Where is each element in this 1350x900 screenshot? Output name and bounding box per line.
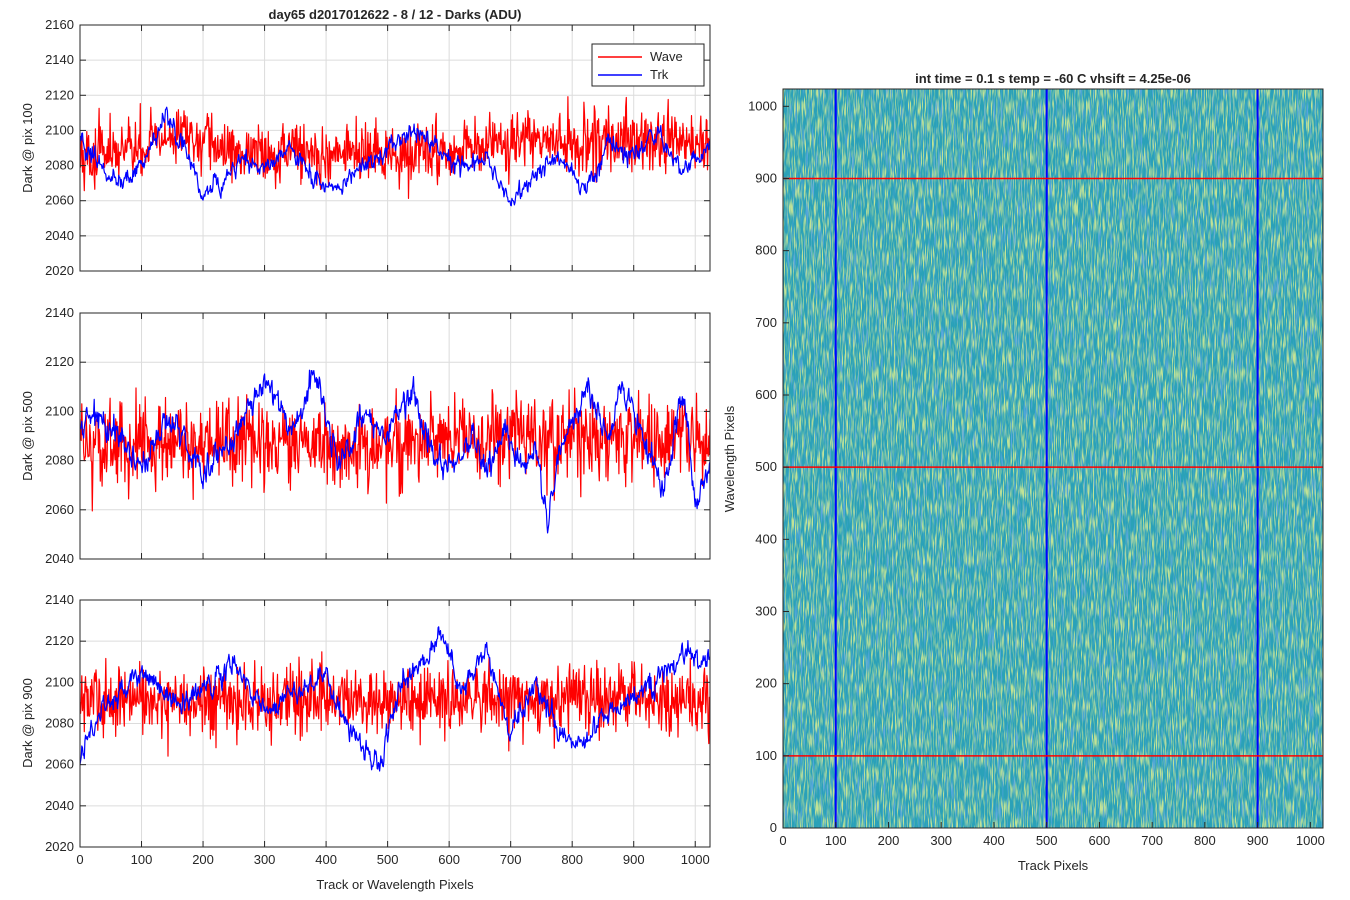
y-tick-label: 2140: [45, 305, 74, 320]
x-tick-label: 1000: [681, 852, 710, 867]
dark-frame-heatmap-panel: int time = 0.1 s temp = -60 C vhsift = 4…: [722, 71, 1325, 873]
series-line-trk: [80, 626, 710, 772]
series-line-trk: [80, 369, 710, 534]
x-tick-label: 300: [930, 833, 952, 848]
x-axis-label: Track or Wavelength Pixels: [316, 877, 474, 892]
y-tick-label: 700: [755, 315, 777, 330]
x-tick-label: 500: [377, 852, 399, 867]
y-tick-label: 200: [755, 676, 777, 691]
y-tick-label: 2060: [45, 757, 74, 772]
y-tick-label: 2140: [45, 592, 74, 607]
y-axis-label: Dark @ pix 900: [20, 678, 35, 768]
y-tick-label: 900: [755, 170, 777, 185]
x-tick-label: 1000: [1296, 833, 1325, 848]
ticks: 0 100 200 300 400 500 600 700 800 900 1000 0 100 200 3…: [748, 98, 1325, 848]
x-tick-label: 600: [438, 852, 460, 867]
y-tick-label: 2040: [45, 228, 74, 243]
y-tick-label: 1000: [748, 98, 777, 113]
y-tick-label: 2060: [45, 193, 74, 208]
heatmap-texture-low: [783, 89, 1323, 828]
y-axis-label: Dark @ pix 100: [20, 103, 35, 193]
series-layer: [80, 96, 710, 207]
series-layer: [80, 369, 710, 534]
y-tick-label: 2060: [45, 502, 74, 517]
y-tick-label: 2100: [45, 674, 74, 689]
axes-box: [79, 24, 711, 272]
y-tick-label: 2120: [45, 633, 74, 648]
y-axis-label: Dark @ pix 500: [20, 391, 35, 481]
ticks: 2040 2060 2080 2100 2120 2140: [45, 305, 710, 566]
heatmap-x-axis-label: Track Pixels: [1018, 858, 1089, 873]
x-tick-label: 200: [878, 833, 900, 848]
y-tick-label: 2140: [45, 52, 74, 67]
series-line-wave: [80, 387, 710, 512]
y-tick-label: 600: [755, 387, 777, 402]
x-tick-label: 700: [1141, 833, 1163, 848]
heatmap-image: [783, 89, 1323, 828]
y-tick-label: 300: [755, 603, 777, 618]
x-tick-label: 100: [825, 833, 847, 848]
series-line-wave: [80, 96, 710, 199]
y-tick-label: 100: [755, 748, 777, 763]
heatmap-axes-box: [782, 88, 1324, 829]
x-tick-label: 400: [983, 833, 1005, 848]
legend-entry-trk: Trk: [650, 67, 669, 82]
ticks: 0 100 200 300 400 500 600 700 800 900 1000 2020 2040…: [45, 592, 710, 867]
heatmap-y-axis-label: Wavelength Pixels: [722, 405, 737, 512]
dark-pix500-panel: 2040 2060 2080 2100 2120 2140 Dark @ pix 500: [20, 305, 711, 566]
y-tick-label: 2100: [45, 122, 74, 137]
y-tick-label: 0: [770, 820, 777, 835]
x-tick-label: 800: [1194, 833, 1216, 848]
y-tick-label: 500: [755, 459, 777, 474]
y-tick-label: 2080: [45, 453, 74, 468]
x-tick-label: 600: [1089, 833, 1111, 848]
x-tick-label: 800: [561, 852, 583, 867]
y-tick-label: 400: [755, 531, 777, 546]
ticks: 2020 2040 2060 2080 2100 2120 2140 2160: [45, 17, 710, 278]
y-tick-label: 2080: [45, 158, 74, 173]
figure-title: day65 d2017012622 - 8 / 12 - Darks (ADU): [269, 7, 522, 22]
series-line-wave: [80, 651, 710, 757]
x-tick-label: 200: [192, 852, 214, 867]
axes-box: [79, 312, 711, 560]
y-tick-label: 2120: [45, 354, 74, 369]
x-tick-label: 0: [76, 852, 83, 867]
y-tick-label: 2020: [45, 263, 74, 278]
marker-lines: [783, 89, 1323, 828]
x-tick-label: 300: [254, 852, 276, 867]
y-tick-label: 2120: [45, 87, 74, 102]
x-tick-label: 700: [500, 852, 522, 867]
y-tick-label: 2160: [45, 17, 74, 32]
y-tick-label: 2020: [45, 839, 74, 854]
series-layer: [80, 626, 710, 772]
x-tick-label: 500: [1036, 833, 1058, 848]
dark-pix900-panel: 0 100 200 300 400 500 600 700 800 900 1000 2020 2040…: [20, 592, 711, 892]
y-tick-label: 800: [755, 243, 777, 258]
x-tick-label: 900: [1247, 833, 1269, 848]
x-tick-label: 100: [131, 852, 153, 867]
y-tick-label: 2080: [45, 716, 74, 731]
x-tick-label: 0: [779, 833, 786, 848]
series-line-trk: [80, 106, 710, 207]
legend: Wave Trk: [591, 43, 705, 87]
dark-pix100-panel: day65 d2017012622 - 8 / 12 - Darks (ADU)…: [20, 7, 711, 278]
y-tick-label: 2040: [45, 798, 74, 813]
legend-box: [591, 43, 705, 87]
y-tick-label: 2040: [45, 551, 74, 566]
y-tick-label: 2100: [45, 403, 74, 418]
legend-entry-wave: Wave: [650, 49, 683, 64]
heatmap-title: int time = 0.1 s temp = -60 C vhsift = 4…: [915, 71, 1191, 86]
x-tick-label: 900: [623, 852, 645, 867]
x-tick-label: 400: [315, 852, 337, 867]
